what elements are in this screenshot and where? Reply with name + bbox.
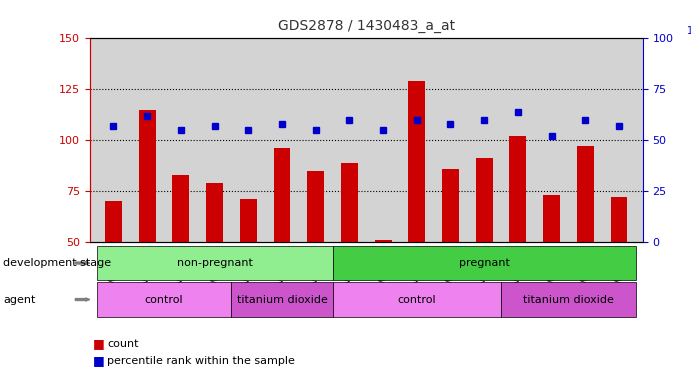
Bar — [105, 201, 122, 242]
Text: 100%: 100% — [687, 26, 691, 36]
Bar — [307, 171, 324, 242]
Text: non-pregnant: non-pregnant — [177, 258, 252, 268]
Title: GDS2878 / 1430483_a_at: GDS2878 / 1430483_a_at — [278, 19, 455, 33]
Bar — [341, 162, 358, 242]
Text: control: control — [144, 295, 183, 305]
Bar — [231, 282, 332, 317]
Bar — [274, 148, 290, 242]
Text: titanium dioxide: titanium dioxide — [236, 295, 328, 305]
Text: count: count — [107, 339, 139, 349]
Bar — [332, 246, 636, 280]
Bar — [611, 197, 627, 242]
Bar — [97, 246, 332, 280]
Bar — [206, 183, 223, 242]
Bar — [97, 282, 231, 317]
Bar — [442, 169, 459, 242]
Text: ■: ■ — [93, 354, 105, 367]
Bar — [577, 146, 594, 242]
Bar — [509, 136, 527, 242]
Text: titanium dioxide: titanium dioxide — [523, 295, 614, 305]
Text: agent: agent — [3, 295, 36, 305]
Text: percentile rank within the sample: percentile rank within the sample — [107, 356, 295, 366]
Bar — [240, 199, 256, 242]
Bar — [501, 282, 636, 317]
Bar — [173, 175, 189, 242]
Bar — [543, 195, 560, 242]
Bar — [332, 282, 501, 317]
Text: control: control — [397, 295, 436, 305]
Text: ■: ■ — [93, 337, 105, 350]
Text: pregnant: pregnant — [459, 258, 510, 268]
Bar — [408, 81, 425, 242]
Bar — [139, 110, 155, 242]
Bar — [476, 159, 493, 242]
Bar — [375, 240, 392, 242]
Text: development stage: development stage — [3, 258, 111, 268]
